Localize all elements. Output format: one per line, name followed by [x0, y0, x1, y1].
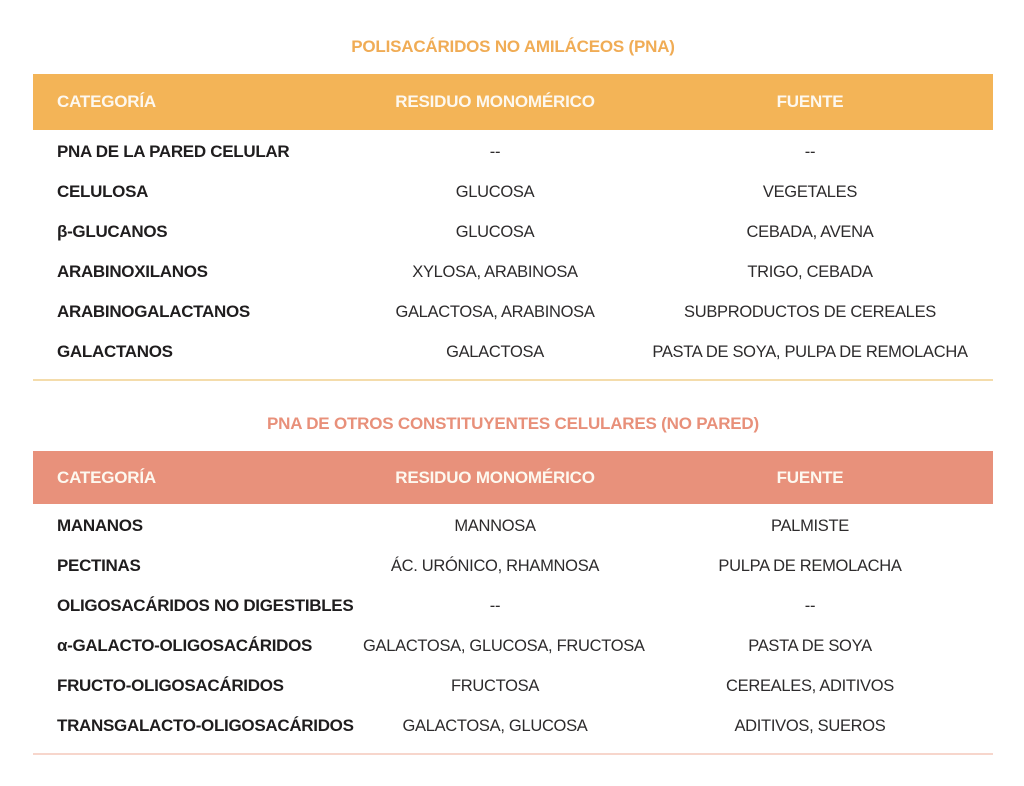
categoria-cell: β-GLUCANOS	[57, 222, 168, 241]
section1-header-row: CATEGORÍA RESIDUO MONOMÉRICO FUENTE	[33, 74, 993, 130]
table-row: OLIGOSACÁRIDOS NO DIGESTIBLES -- --	[33, 586, 993, 626]
categoria-cell: MANANOS	[57, 516, 143, 535]
table-row: FRUCTO-OLIGOSACÁRIDOS FRUCTOSA CEREALES,…	[33, 666, 993, 706]
categoria-cell: ARABINOXILANOS	[57, 262, 208, 281]
residuo-cell: GLUCOSA	[455, 182, 535, 201]
residuo-cell: ÁC. URÓNICO, RHAMNOSA	[390, 556, 600, 575]
section2-rows: MANANOS MANNOSA PALMISTE PECTINAS ÁC. UR…	[33, 504, 993, 746]
residuo-cell: GALACTOSA, GLUCOSA, FRUCTOSA	[363, 636, 645, 655]
table-row: α-GALACTO-OLIGOSACÁRIDOS GALACTOSA, GLUC…	[33, 626, 993, 666]
fuente-cell: PASTA DE SOYA, PULPA DE REMOLACHA	[652, 342, 968, 361]
residuo-cell: --	[489, 596, 501, 615]
section1-table: CATEGORÍA RESIDUO MONOMÉRICO FUENTE PNA …	[33, 74, 993, 381]
fuente-cell: PULPA DE REMOLACHA	[718, 556, 902, 575]
section2-header-row: CATEGORÍA RESIDUO MONOMÉRICO FUENTE	[33, 451, 993, 504]
table-row: GALACTANOS GALACTOSA PASTA DE SOYA, PULP…	[33, 332, 993, 372]
categoria-cell: TRANSGALACTO-OLIGOSACÁRIDOS	[57, 716, 354, 735]
section2-bottom-divider	[33, 753, 993, 755]
residuo-cell: GALACTOSA	[446, 342, 544, 361]
residuo-cell: GALACTOSA, GLUCOSA	[402, 716, 588, 735]
categoria-cell: PECTINAS	[57, 556, 141, 575]
section2-column-header-residuo: RESIDUO MONOMÉRICO	[395, 467, 595, 487]
categoria-cell: GALACTANOS	[57, 342, 173, 361]
table-row: PNA DE LA PARED CELULAR -- --	[33, 132, 993, 172]
section2-column-header-fuente: FUENTE	[776, 467, 844, 487]
table-row: β-GLUCANOS GLUCOSA CEBADA, AVENA	[33, 212, 993, 252]
categoria-cell: PNA DE LA PARED CELULAR	[57, 142, 290, 161]
categoria-cell: FRUCTO-OLIGOSACÁRIDOS	[57, 676, 284, 695]
table-row: PECTINAS ÁC. URÓNICO, RHAMNOSA PULPA DE …	[33, 546, 993, 586]
residuo-cell: MANNOSA	[454, 516, 536, 535]
section1-rows: PNA DE LA PARED CELULAR -- -- CELULOSA G…	[33, 130, 993, 372]
section1-column-header-residuo: RESIDUO MONOMÉRICO	[395, 92, 595, 111]
fuente-cell: PALMISTE	[771, 516, 849, 535]
table-row: MANANOS MANNOSA PALMISTE	[33, 506, 993, 546]
table-row: ARABINOXILANOS XYLOSA, ARABINOSA TRIGO, …	[33, 252, 993, 292]
section1-bottom-divider	[33, 379, 993, 381]
table-row: CELULOSA GLUCOSA VEGETALES	[33, 172, 993, 212]
categoria-cell: α-GALACTO-OLIGOSACÁRIDOS	[57, 636, 313, 655]
table-row: ARABINOGALACTANOS GALACTOSA, ARABINOSA S…	[33, 292, 993, 332]
fuente-cell: VEGETALES	[762, 182, 858, 201]
categoria-cell: CELULOSA	[57, 182, 149, 201]
fuente-cell: --	[804, 596, 816, 615]
section2-table: CATEGORÍA RESIDUO MONOMÉRICO FUENTE MANA…	[33, 451, 993, 755]
section2-column-header-categoria: CATEGORÍA	[57, 467, 156, 487]
residuo-cell: XYLOSA, ARABINOSA	[412, 262, 578, 281]
fuente-cell: --	[804, 142, 816, 161]
fuente-cell: PASTA DE SOYA	[748, 636, 872, 655]
categoria-cell: OLIGOSACÁRIDOS NO DIGESTIBLES	[57, 596, 354, 615]
residuo-cell: FRUCTOSA	[450, 676, 540, 695]
section2-title: PNA DE OTROS CONSTITUYENTES CELULARES (N…	[267, 414, 759, 433]
section1-title: POLISACÁRIDOS NO AMILÁCEOS (PNA)	[351, 37, 675, 56]
section1-column-header-fuente: FUENTE	[776, 92, 844, 111]
fuente-cell: TRIGO, CEBADA	[747, 262, 873, 281]
fuente-cell: CEBADA, AVENA	[746, 222, 874, 241]
fuente-cell: CEREALES, ADITIVOS	[726, 676, 894, 695]
fuente-cell: SUBPRODUCTOS DE CEREALES	[684, 302, 936, 321]
residuo-cell: GLUCOSA	[455, 222, 535, 241]
section1-column-header-categoria: CATEGORÍA	[57, 92, 156, 111]
categoria-cell: ARABINOGALACTANOS	[57, 302, 250, 321]
fuente-cell: ADITIVOS, SUEROS	[734, 716, 886, 735]
table-row: TRANSGALACTO-OLIGOSACÁRIDOS GALACTOSA, G…	[33, 706, 993, 746]
residuo-cell: --	[489, 142, 501, 161]
residuo-cell: GALACTOSA, ARABINOSA	[395, 302, 595, 321]
